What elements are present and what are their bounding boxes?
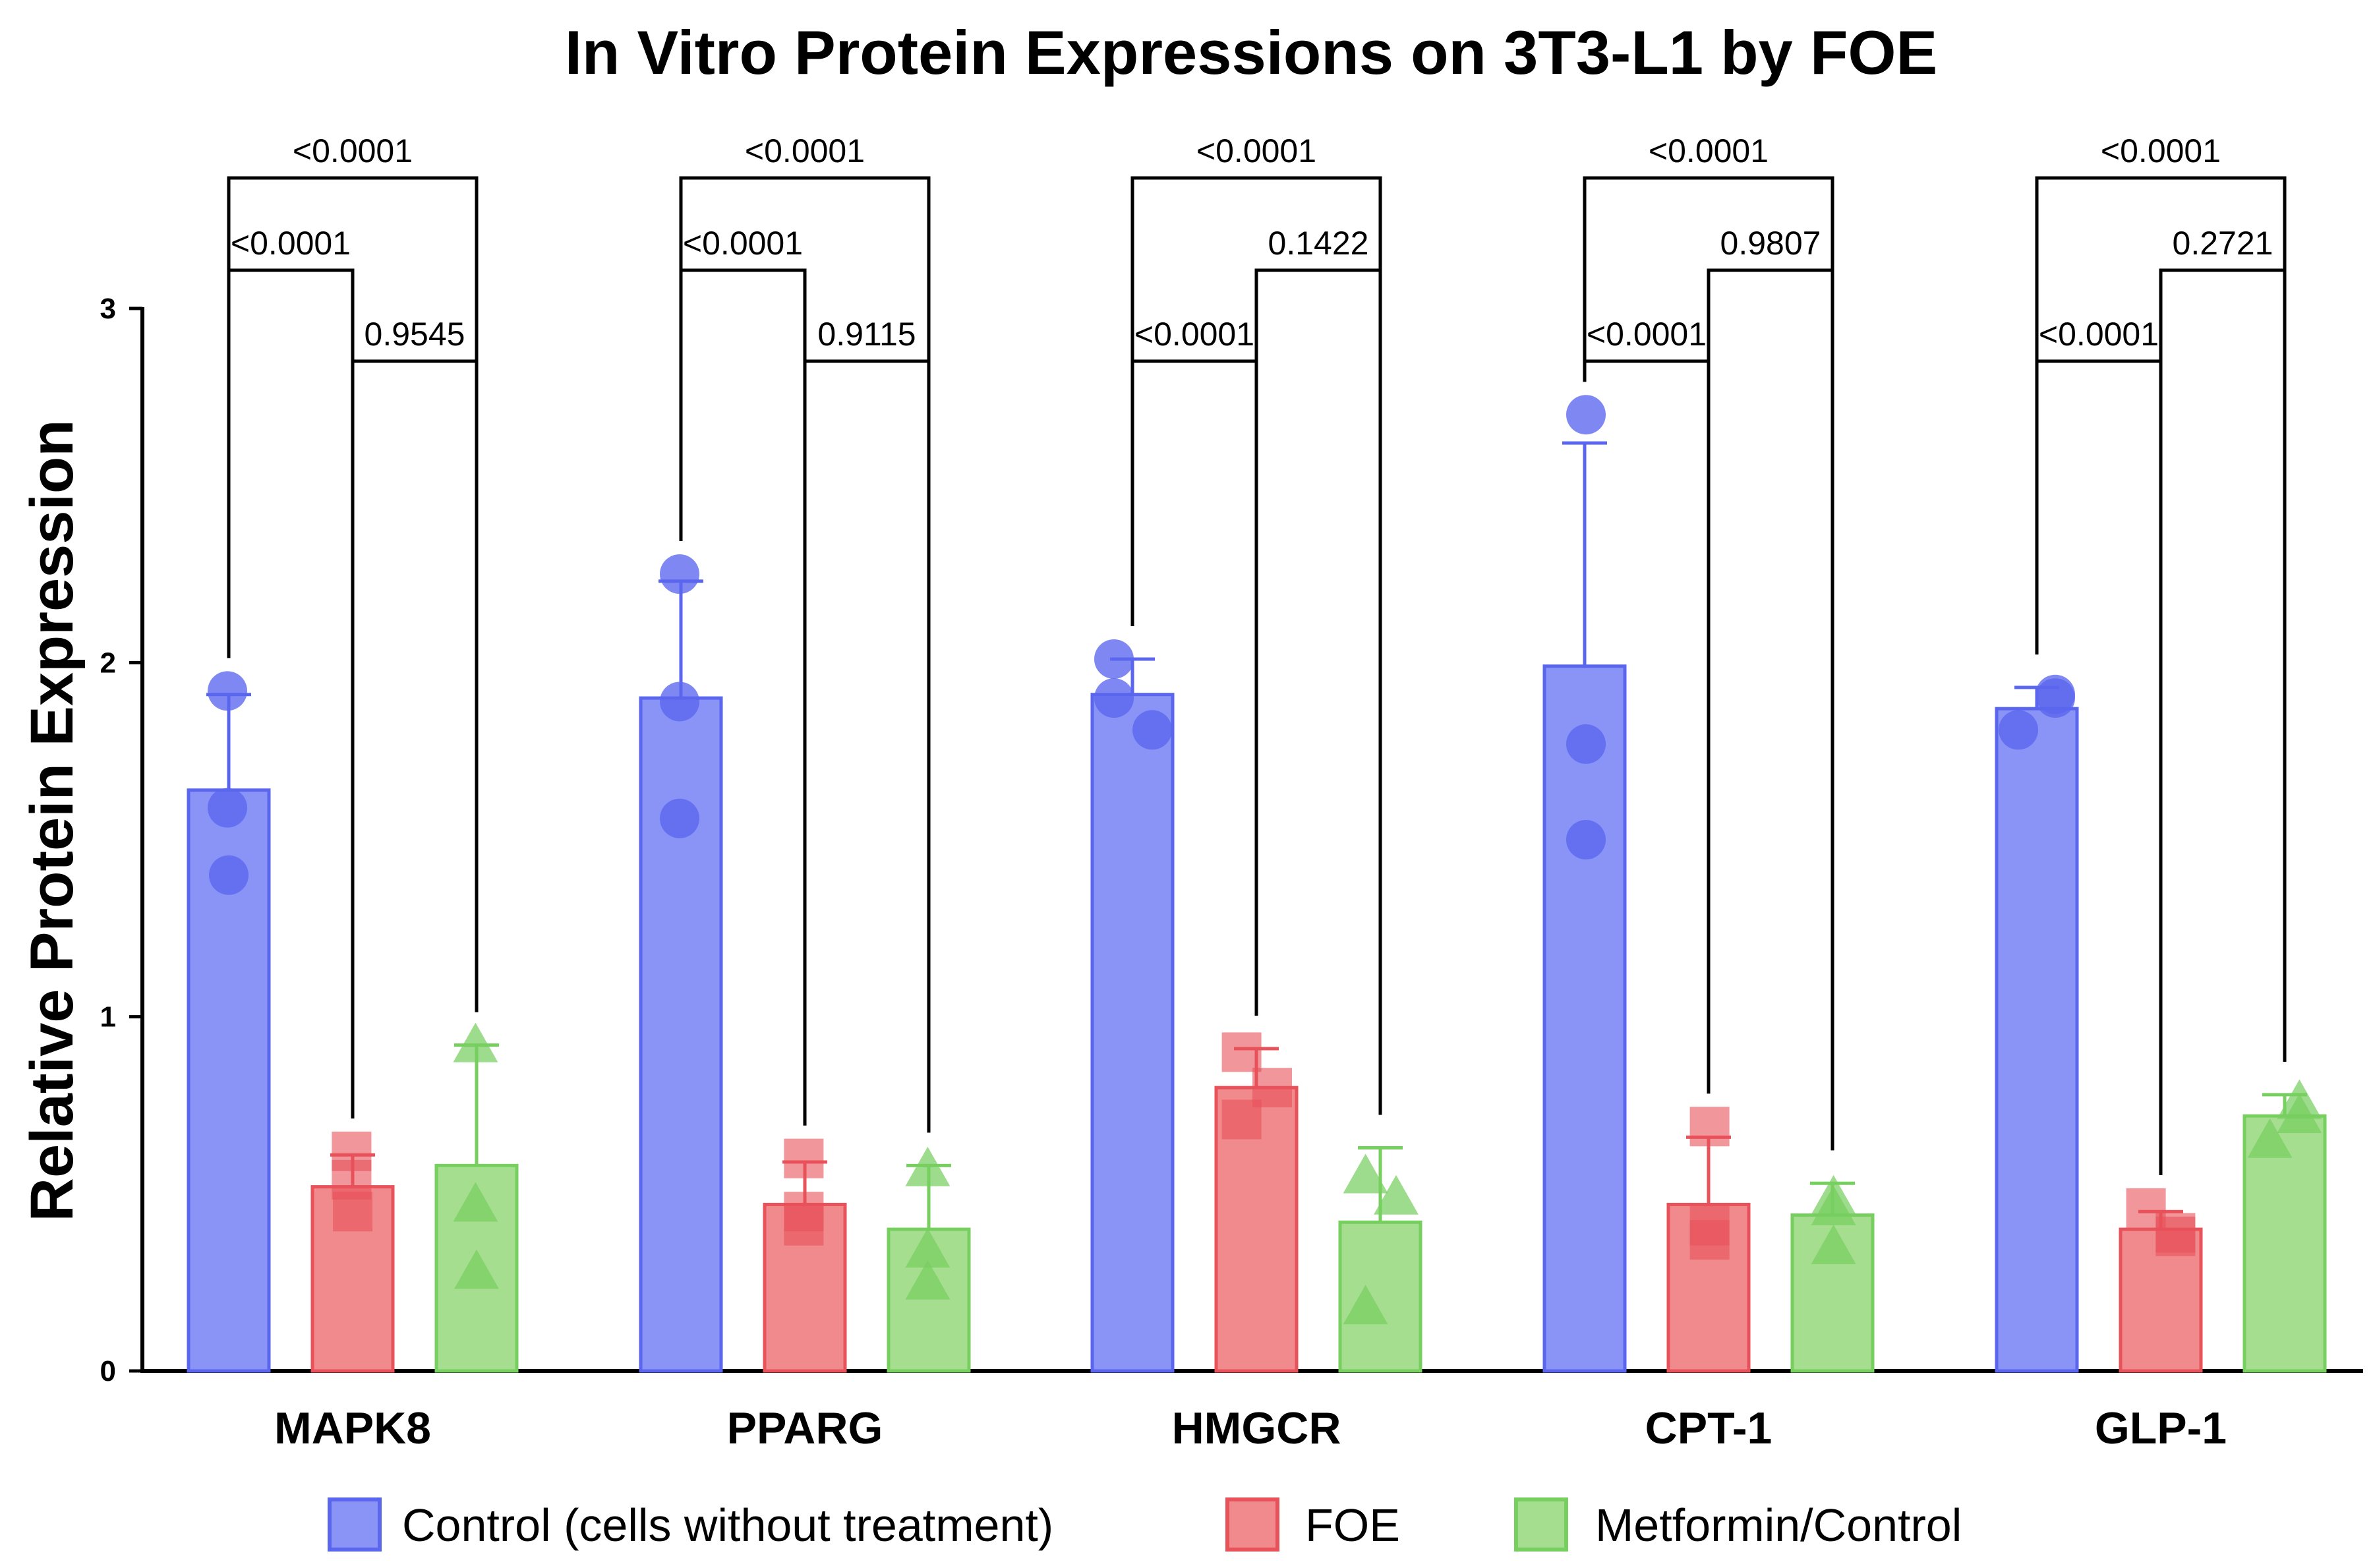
p-value-label: <0.0001 xyxy=(231,225,351,262)
data-point-triangle xyxy=(2247,1118,2293,1158)
bar xyxy=(1542,664,1627,1373)
data-point-square xyxy=(1221,1032,1262,1072)
data-point-triangle xyxy=(1811,1224,1856,1264)
data-point-circle xyxy=(1132,710,1172,750)
legend-label: Control (cells without treatment) xyxy=(402,1499,1053,1551)
p-value-label: <0.0001 xyxy=(1649,132,1769,169)
significance-bracket xyxy=(2035,359,2163,654)
data-point-circle xyxy=(208,671,247,711)
data-point-triangle xyxy=(454,1249,499,1289)
category-label: MAPK8 xyxy=(274,1403,431,1453)
category-label: PPARG xyxy=(727,1403,883,1453)
data-point-triangle xyxy=(1811,1185,1856,1225)
bar xyxy=(1995,707,2079,1373)
p-value-label: <0.0001 xyxy=(683,225,803,262)
significance-bracket xyxy=(351,359,479,1118)
y-tick-label: 1 xyxy=(100,1001,116,1033)
data-point-triangle xyxy=(453,1182,498,1222)
p-value-label: <0.0001 xyxy=(745,132,865,169)
significance-brackets: <0.0001 <0.0001 0.9545 <0.0001 <0.0001 0.9115… xyxy=(227,132,2287,1175)
p-value-label: <0.0001 xyxy=(2101,132,2221,169)
p-value-label: 0.9545 xyxy=(365,316,465,353)
y-axis-ticks: 0 1 2 3 xyxy=(100,293,142,1387)
data-point-circle xyxy=(660,554,699,594)
p-value-label: 0.2721 xyxy=(2173,225,2273,262)
bar xyxy=(1090,693,1175,1373)
bar xyxy=(1338,1220,1422,1373)
legend: Control (cells without treatment) FOE Metf… xyxy=(328,1497,1962,1552)
data-point-square xyxy=(333,1192,372,1232)
y-tick-label: 3 xyxy=(100,293,116,325)
significance-bracket xyxy=(1707,268,1834,1151)
p-value-label: <0.0001 xyxy=(1134,316,1254,353)
data-point-circle xyxy=(1094,678,1134,718)
significance-bracket xyxy=(2159,268,2287,1175)
category-label: GLP-1 xyxy=(2095,1403,2227,1453)
data-point-square xyxy=(784,1205,824,1246)
y-axis-label: Relative Protein Expression xyxy=(18,420,86,1222)
data-point-circle xyxy=(1566,395,1606,435)
data-point-triangle xyxy=(905,1146,951,1186)
legend-swatch xyxy=(328,1497,382,1552)
significance-bracket xyxy=(1254,268,1382,1115)
significance-bracket xyxy=(1130,359,1258,626)
data-point-square xyxy=(1689,1220,1730,1260)
data-point-circle xyxy=(209,855,249,895)
data-point-circle xyxy=(1566,820,1606,859)
bar xyxy=(2242,1114,2327,1373)
data-point-square xyxy=(1221,1099,1262,1140)
data-point-circle xyxy=(660,682,699,722)
y-tick-label: 0 xyxy=(100,1355,116,1387)
data-point-square xyxy=(784,1138,824,1178)
data-point-circle xyxy=(1999,710,2038,750)
legend-swatch xyxy=(1225,1497,1279,1552)
data-point-circle xyxy=(2036,678,2075,718)
y-tick-label: 2 xyxy=(100,647,116,679)
p-value-label: <0.0001 xyxy=(293,132,413,169)
p-value-label: 0.1422 xyxy=(1268,225,1369,262)
p-value-label: <0.0001 xyxy=(2039,316,2159,353)
p-value-label: <0.0001 xyxy=(1196,132,1316,169)
data-point-triangle xyxy=(1343,1285,1388,1325)
data-point-triangle xyxy=(905,1228,951,1268)
legend-swatch xyxy=(1514,1497,1568,1552)
category-labels: MAPK8 PPARG HMGCR CPT-1 GLP-1 xyxy=(274,1403,2227,1453)
data-point-circle xyxy=(1566,724,1606,764)
data-point-triangle xyxy=(2277,1079,2322,1119)
significance-bracket xyxy=(1583,359,1711,382)
legend-label: FOE xyxy=(1305,1499,1400,1551)
p-value-label: 0.9115 xyxy=(817,316,916,353)
significance-bracket xyxy=(803,359,931,1133)
legend-label: Metformin/Control xyxy=(1595,1499,1962,1551)
data-point-circle xyxy=(208,788,247,828)
chart-title: In Vitro Protein Expressions on 3T3-L1 b… xyxy=(565,18,1937,87)
data-point-circle xyxy=(1094,639,1134,679)
data-point-square xyxy=(2155,1213,2196,1253)
p-value-label: <0.0001 xyxy=(1587,316,1707,353)
category-label: CPT-1 xyxy=(1645,1403,1772,1453)
data-points xyxy=(208,395,2322,1325)
data-point-triangle xyxy=(1343,1153,1388,1194)
data-point-triangle xyxy=(453,1022,498,1062)
data-point-triangle xyxy=(1374,1175,1419,1215)
data-point-triangle xyxy=(905,1260,951,1300)
category-label: HMGCR xyxy=(1172,1403,1341,1453)
p-value-label: 0.9807 xyxy=(1720,225,1821,262)
data-point-circle xyxy=(660,798,699,838)
data-point-square xyxy=(1689,1107,1730,1147)
